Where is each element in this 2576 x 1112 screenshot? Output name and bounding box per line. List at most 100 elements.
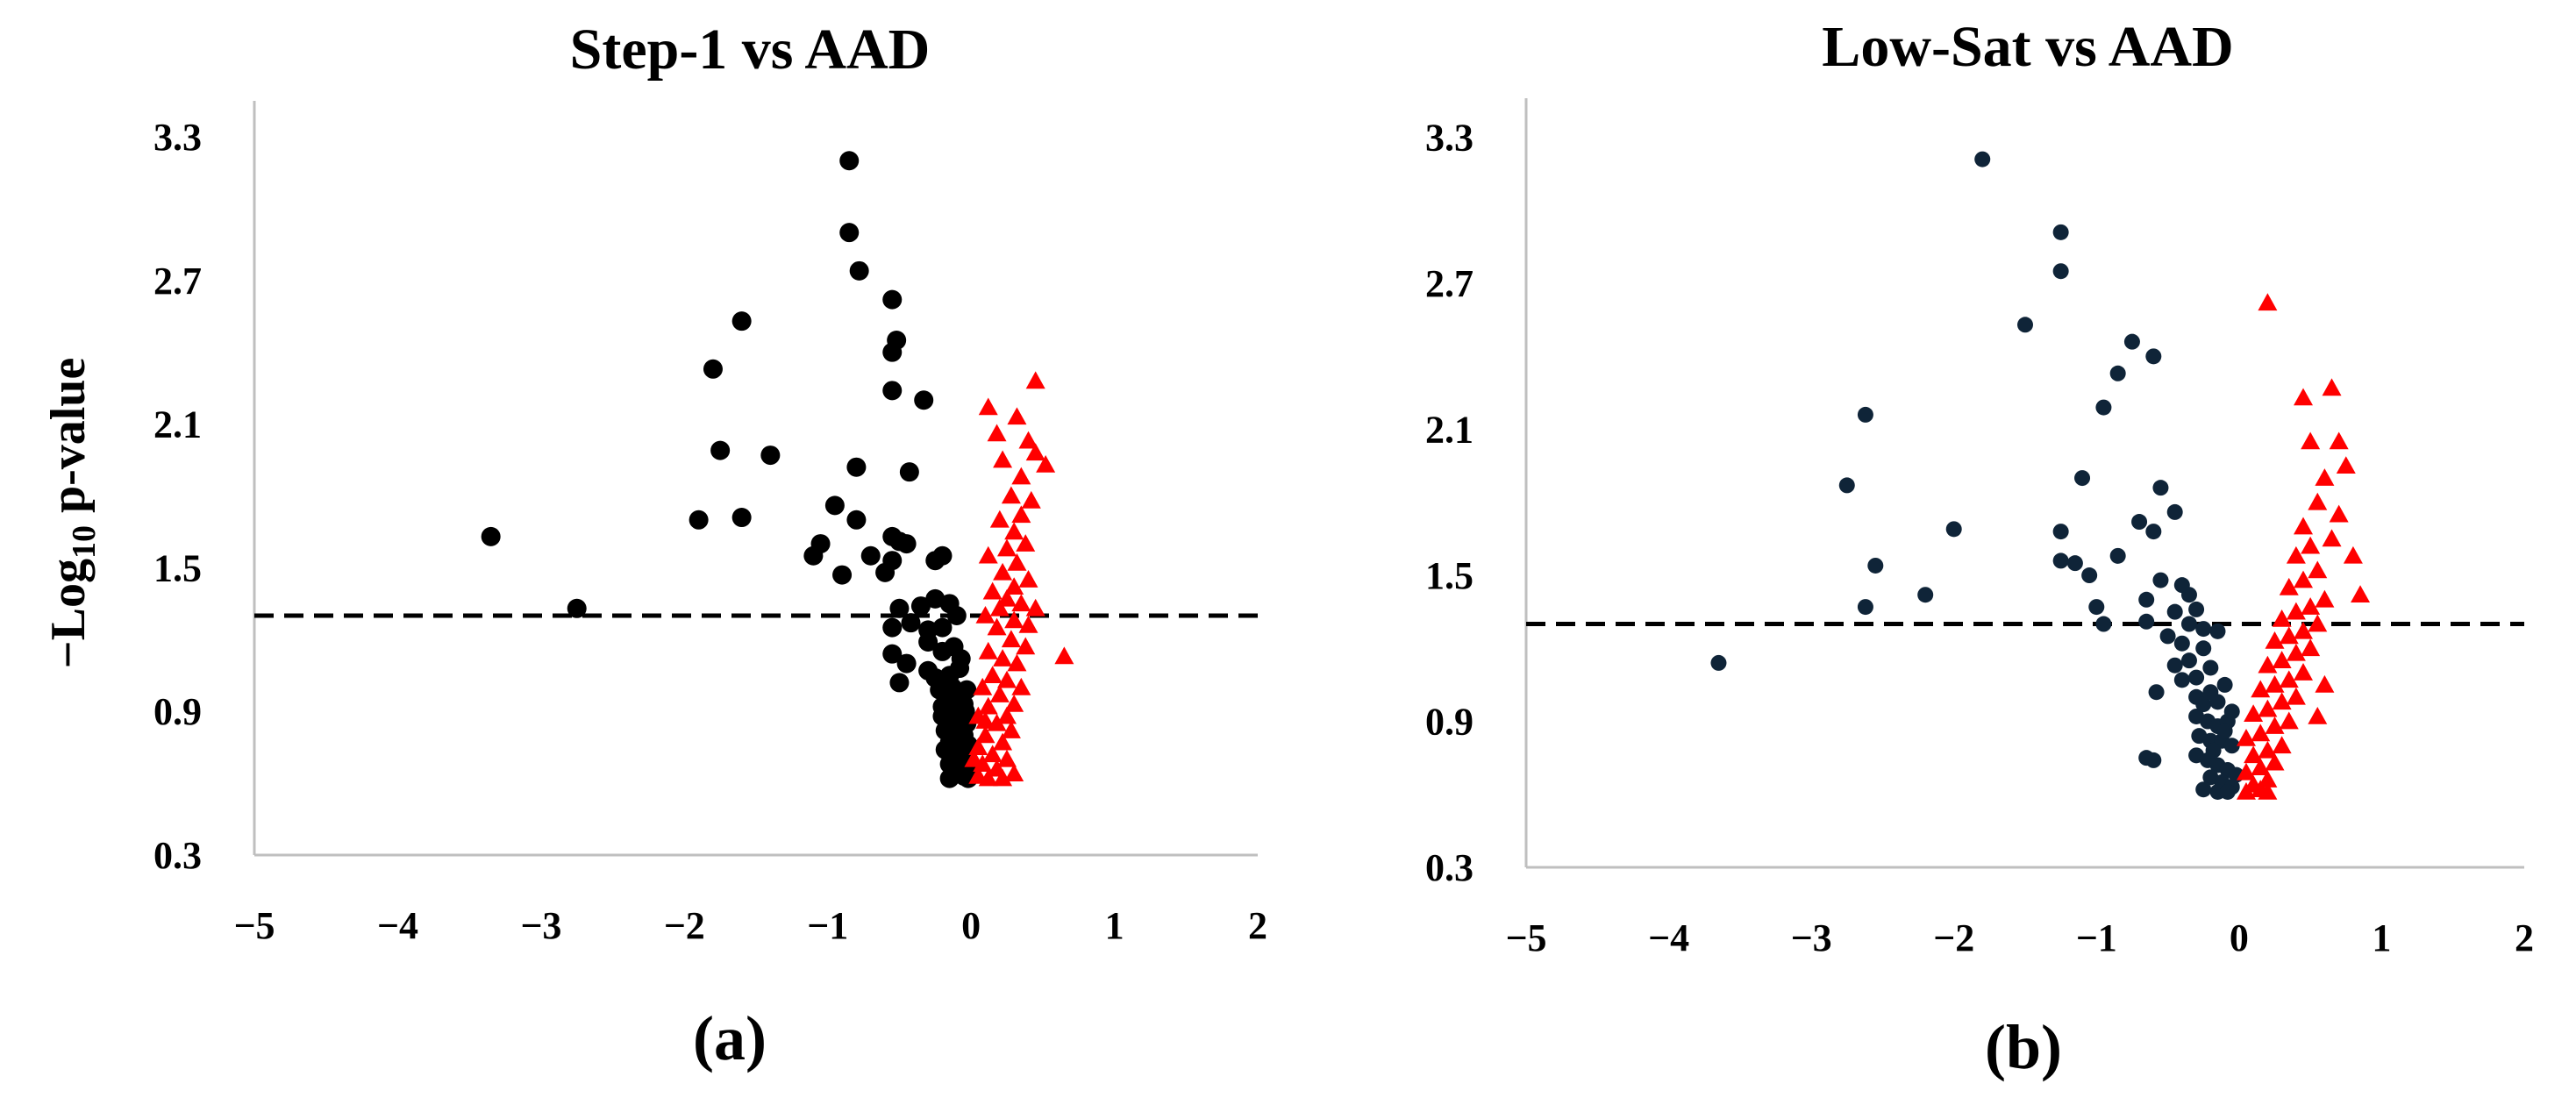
data-point — [1857, 406, 1873, 423]
data-point — [978, 696, 998, 715]
data-point — [2315, 589, 2335, 608]
data-point — [839, 151, 860, 171]
x-tick-label: −2 — [1933, 916, 1974, 959]
y-tick-label: 3.3 — [1425, 117, 1474, 160]
data-point — [978, 545, 998, 564]
data-point — [2166, 603, 2183, 620]
data-point — [2109, 365, 2126, 381]
x-tick-label: −4 — [1648, 916, 1689, 959]
data-point — [567, 598, 587, 618]
data-point — [2294, 663, 2314, 681]
data-point — [1007, 653, 1027, 672]
data-point — [993, 768, 1013, 787]
data-point — [1025, 598, 1045, 617]
data-point — [951, 649, 971, 669]
data-point — [2052, 224, 2069, 240]
x-tick-label: 0 — [961, 904, 981, 947]
data-point — [2145, 348, 2162, 365]
data-point — [2301, 638, 2321, 657]
data-point — [2265, 631, 2285, 649]
data-point — [2258, 699, 2278, 717]
panel-label: (b) — [1985, 1012, 2062, 1082]
data-point — [1001, 721, 1021, 738]
data-point — [899, 462, 919, 482]
data-point — [2294, 517, 2314, 535]
chart-title: Low-Sat vs AAD — [1822, 15, 2233, 79]
data-point — [997, 706, 1017, 724]
data-point — [889, 598, 910, 618]
data-point — [2351, 585, 2371, 603]
data-point — [2223, 738, 2240, 754]
data-point — [1016, 637, 1036, 655]
data-point — [2052, 263, 2069, 280]
data-point — [2322, 378, 2342, 396]
data-point — [1974, 151, 1991, 168]
data-point — [2148, 684, 2165, 701]
data-point — [993, 450, 1013, 468]
data-point — [2308, 614, 2328, 632]
data-point — [731, 311, 752, 331]
data-point — [2343, 545, 2363, 564]
data-point — [2216, 676, 2233, 693]
data-point — [1001, 486, 1021, 504]
data-point — [935, 739, 955, 759]
data-point — [989, 598, 1010, 617]
data-point — [2308, 492, 2328, 510]
data-point — [932, 706, 953, 726]
y-tick-label: 0.3 — [1425, 846, 1474, 889]
y-tick-label: 1.5 — [1425, 554, 1474, 597]
data-point — [760, 446, 781, 466]
data-point — [2329, 504, 2349, 523]
chart-title: Step-1 vs AAD — [570, 18, 931, 82]
data-point — [1917, 587, 1934, 603]
data-point — [975, 725, 995, 744]
data-point — [2195, 621, 2212, 638]
data-point — [2145, 524, 2162, 540]
data-point — [1018, 615, 1038, 633]
data-point — [2095, 399, 2112, 416]
data-point — [889, 673, 910, 693]
data-point — [810, 534, 831, 554]
data-point — [882, 617, 903, 638]
x-tick-label: 1 — [1105, 904, 1124, 947]
data-point — [2066, 555, 2083, 572]
y-tick-label: 2.7 — [153, 260, 202, 303]
data-point — [2081, 567, 2098, 584]
y-tick-label: 2.7 — [1425, 262, 1474, 305]
data-point — [2109, 547, 2126, 564]
data-point — [2152, 480, 2169, 496]
data-point — [975, 605, 995, 624]
data-point — [964, 749, 984, 767]
data-point — [1018, 431, 1038, 449]
data-point — [1004, 610, 1024, 629]
data-point — [2236, 762, 2256, 781]
data-point — [2138, 591, 2155, 608]
data-point — [2294, 570, 2314, 588]
data-point — [1857, 599, 1873, 616]
data-point — [932, 617, 953, 638]
data-point — [987, 424, 1007, 442]
data-point — [846, 457, 867, 477]
data-point — [2286, 602, 2306, 620]
data-point — [1007, 407, 1027, 425]
y-tick-label: 0.3 — [153, 834, 202, 877]
data-point — [2336, 456, 2356, 474]
data-point — [2195, 696, 2212, 713]
data-point — [2166, 657, 2183, 674]
data-point — [997, 538, 1017, 557]
data-point — [1011, 505, 1031, 524]
data-point — [955, 702, 975, 722]
series-decreased — [481, 151, 978, 788]
data-point — [1054, 646, 1074, 665]
data-point — [1710, 654, 1727, 671]
data-point — [2286, 643, 2306, 661]
x-tick-label: −1 — [807, 904, 848, 947]
data-point — [946, 605, 967, 625]
data-point — [481, 526, 501, 546]
data-point — [2244, 745, 2264, 764]
data-point — [1011, 594, 1031, 612]
data-point — [2188, 601, 2205, 617]
data-point — [2258, 770, 2278, 788]
data-point — [2258, 740, 2278, 759]
